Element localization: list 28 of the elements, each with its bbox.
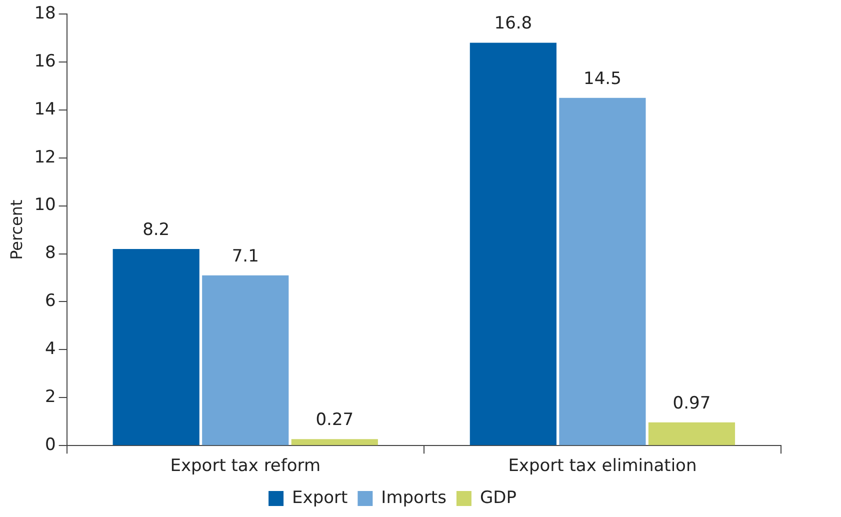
y-tick-label: 8: [45, 243, 56, 264]
y-tick-label: 0: [45, 435, 56, 456]
bar: [202, 275, 289, 446]
y-tick-label: 2: [45, 387, 56, 408]
legend-label: Imports: [381, 488, 447, 508]
data-label: 8.2: [142, 220, 170, 240]
data-label: 16.8: [494, 14, 532, 34]
y-tick-label: 12: [34, 147, 56, 168]
bar: [648, 422, 736, 446]
bar: [470, 42, 556, 446]
legend-label: GDP: [480, 488, 516, 508]
bar: [112, 248, 200, 446]
y-tick-label: 16: [34, 51, 56, 72]
x-tick-label: Export tax elimination: [508, 456, 697, 476]
y-tick-label: 14: [34, 99, 56, 120]
x-tick-label: Export tax reform: [170, 456, 321, 476]
y-axis-title: Percent: [6, 200, 26, 260]
data-label: 7.1: [232, 246, 259, 266]
bar: [559, 98, 646, 446]
data-label: 0.27: [316, 410, 354, 430]
y-tick-label: 6: [45, 291, 56, 312]
legend-label: Export: [292, 488, 348, 508]
y-tick-label: 10: [34, 195, 56, 216]
data-label: 14.5: [584, 68, 622, 89]
data-label: 0.97: [672, 393, 711, 414]
y-tick-label: 18: [34, 3, 56, 24]
y-tick-label: 4: [45, 339, 56, 360]
bar: [291, 439, 378, 446]
